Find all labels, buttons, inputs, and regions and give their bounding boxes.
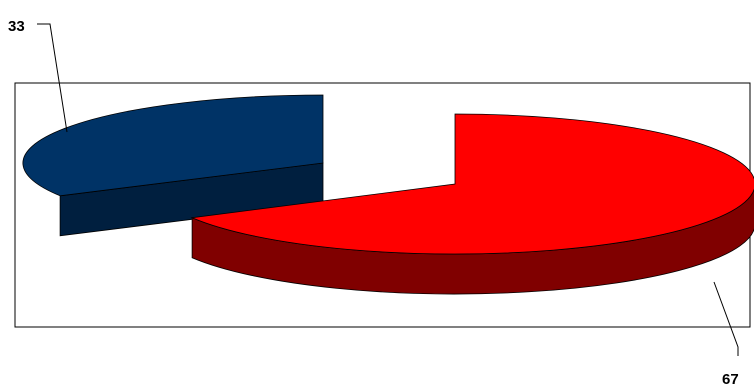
slice-33-top — [22, 94, 324, 197]
leader-lines — [37, 23, 739, 356]
leader-line-33 — [37, 23, 68, 133]
slice-67-top — [190, 113, 754, 255]
data-label-67: 67 — [722, 371, 739, 388]
slice-red — [190, 113, 754, 295]
leader-line-67 — [713, 281, 739, 356]
pie-slices — [22, 94, 754, 295]
data-label-33: 33 — [8, 18, 25, 35]
slice-blue — [22, 94, 324, 237]
